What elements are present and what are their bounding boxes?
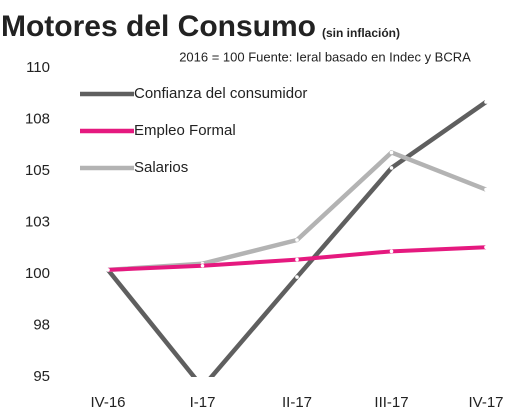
x-tick-label: IV-17: [468, 394, 503, 411]
subtitle: 2016 = 100 Fuente: Ieral basado en Indec…: [179, 49, 471, 64]
plot-area: [106, 100, 488, 390]
y-tick-label: 110: [26, 59, 50, 76]
title-note: (sin inflación): [322, 26, 400, 40]
point: [295, 275, 299, 279]
point: [389, 249, 394, 254]
x-tick-label: I-17: [190, 394, 216, 411]
point: [484, 245, 488, 250]
y-tick-label: 103: [25, 213, 50, 230]
legend-label: Salarios: [134, 159, 188, 176]
y-tick-label: 105: [25, 162, 50, 179]
legend-label: Confianza del consumidor: [134, 85, 307, 102]
point: [106, 268, 110, 272]
point: [201, 386, 205, 390]
point: [200, 263, 205, 268]
y-tick-label: 98: [33, 316, 50, 333]
legend-label: Empleo Formal: [134, 122, 236, 139]
y-tick-label: 100: [25, 265, 50, 282]
y-tick-label: 108: [25, 110, 50, 127]
x-tick-label: III-17: [374, 394, 408, 411]
point: [484, 100, 488, 104]
point: [389, 166, 394, 170]
chart-title: Motores del Consumo: [1, 10, 316, 43]
point: [295, 257, 299, 262]
x-tick-label: II-17: [282, 394, 312, 411]
series-line: [106, 100, 488, 377]
point: [295, 238, 299, 242]
point: [484, 187, 488, 192]
x-tick-label: IV-16: [90, 394, 125, 411]
point: [389, 150, 394, 155]
y-tick-label: 95: [33, 368, 50, 385]
